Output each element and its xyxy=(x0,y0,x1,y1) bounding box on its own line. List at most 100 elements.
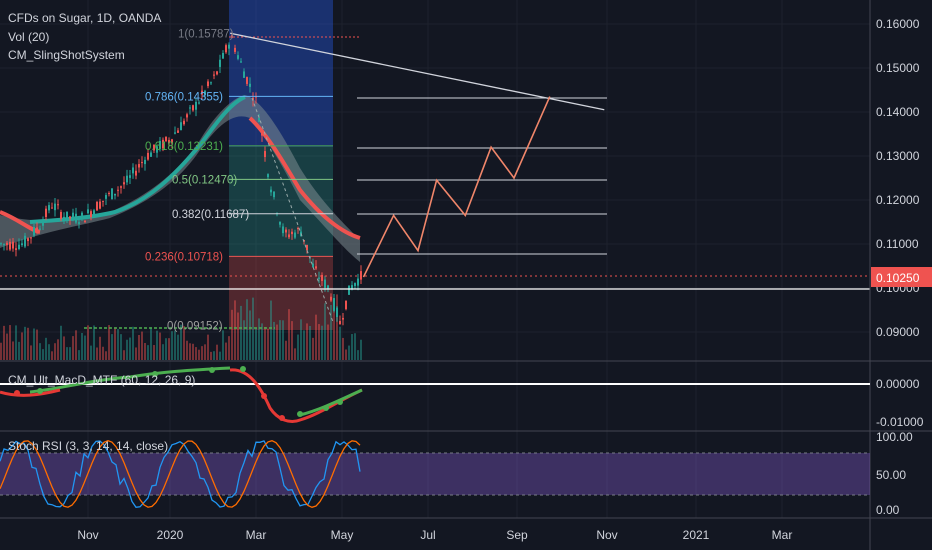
candle-body xyxy=(42,220,44,226)
volume-bar xyxy=(279,320,281,360)
candle-body xyxy=(306,244,308,251)
volume-bar xyxy=(33,328,35,360)
volume-bar xyxy=(210,351,212,360)
rsi-band xyxy=(0,453,870,495)
volume-bar xyxy=(255,328,257,360)
candle-body xyxy=(228,44,230,49)
volume-bar xyxy=(66,347,68,360)
candle-body xyxy=(261,132,263,136)
volume-bar xyxy=(225,342,227,360)
volume-bar xyxy=(96,347,98,360)
volume-bar xyxy=(306,323,308,360)
dashed-decline xyxy=(251,97,334,323)
candle-body xyxy=(318,277,320,279)
volume-bar xyxy=(129,337,131,360)
rsi-tick: 100.00 xyxy=(876,430,913,444)
volume-bar xyxy=(357,350,359,360)
volume-bar xyxy=(39,343,41,360)
candle-body xyxy=(162,139,164,149)
volume-bar xyxy=(234,300,236,360)
candle-body xyxy=(360,271,362,280)
volume-bar xyxy=(27,327,29,360)
candle-body xyxy=(354,283,356,286)
volume-bar xyxy=(180,324,182,360)
candle-body xyxy=(168,140,170,144)
volume-bar xyxy=(84,335,86,360)
volume-bar xyxy=(318,324,320,360)
volume-bar xyxy=(141,331,143,360)
price-axis[interactable]: 0.16000 0.15000 0.14000 0.13000 0.12000 0.110… xyxy=(876,17,924,517)
candle-body xyxy=(240,61,242,63)
candle-body xyxy=(72,212,74,219)
volume-bar xyxy=(54,343,56,360)
volume-bar xyxy=(42,349,44,360)
volume-bar xyxy=(258,318,260,360)
volume-bar xyxy=(165,338,167,360)
volume-bar xyxy=(78,350,80,360)
volume-bar xyxy=(18,341,20,360)
chart-title: CFDs on Sugar, 1D, OANDA xyxy=(8,11,161,25)
macd-recovery-line xyxy=(299,388,363,417)
candle-body xyxy=(48,205,50,211)
volume-bar xyxy=(156,330,158,360)
volume-bar xyxy=(183,326,185,360)
volume-bar xyxy=(243,320,245,360)
candle-body xyxy=(258,117,260,122)
candle-body xyxy=(252,97,254,100)
volume-bar xyxy=(186,340,188,360)
volume-bar xyxy=(24,326,26,360)
candle-body xyxy=(225,45,227,53)
candle-body xyxy=(111,188,113,200)
candle-body xyxy=(153,144,155,151)
volume-bar xyxy=(351,334,353,360)
volume-bar xyxy=(231,309,233,360)
candle-body xyxy=(330,296,332,301)
price-tick: 0.09000 xyxy=(876,325,920,339)
volume-bar xyxy=(240,305,242,360)
candle-body xyxy=(312,263,314,268)
candle-body xyxy=(177,130,179,133)
candle-body xyxy=(282,226,284,234)
macd-dots xyxy=(14,366,343,421)
volume-bar xyxy=(192,343,194,360)
volume-bar xyxy=(237,312,239,360)
candle-body xyxy=(192,105,194,111)
candle-body xyxy=(231,35,233,38)
volume-bar xyxy=(201,346,203,360)
volume-bar xyxy=(204,344,206,360)
candle-body xyxy=(129,175,131,178)
volume-bar xyxy=(189,343,191,360)
candle-body xyxy=(150,152,152,157)
candle-body xyxy=(288,234,290,238)
price-tick: 0.11000 xyxy=(876,237,919,251)
volume-bar xyxy=(90,345,92,360)
candle-body xyxy=(54,203,56,211)
volume-bar xyxy=(150,327,152,360)
ema-ribbon xyxy=(0,95,360,262)
volume-bar xyxy=(177,334,179,360)
volume-bar xyxy=(207,334,209,360)
time-axis[interactable]: Nov 2020 Mar May Jul Sep Nov 2021 Mar xyxy=(77,528,792,542)
time-tick: Mar xyxy=(246,528,267,542)
projection-zigzag xyxy=(362,96,551,278)
candle-body xyxy=(270,189,272,193)
time-tick: Nov xyxy=(77,528,98,542)
volume-bar xyxy=(264,326,266,360)
candle-body xyxy=(342,317,344,320)
candle-body xyxy=(0,243,2,245)
current-price-badge xyxy=(871,267,932,287)
fib-label: 0.236(0.10718) xyxy=(145,251,223,263)
candle-body xyxy=(336,307,338,318)
candle-body xyxy=(273,191,275,198)
candle-body xyxy=(126,175,128,183)
candle-body xyxy=(156,146,158,153)
candle-body xyxy=(120,186,122,188)
volume-bar xyxy=(159,332,161,360)
candle-body xyxy=(291,231,293,235)
volume-bar xyxy=(270,300,272,360)
candle-body xyxy=(285,229,287,233)
volume-bar xyxy=(0,342,2,360)
volume-bar xyxy=(222,330,224,360)
volume-bar xyxy=(135,347,137,360)
